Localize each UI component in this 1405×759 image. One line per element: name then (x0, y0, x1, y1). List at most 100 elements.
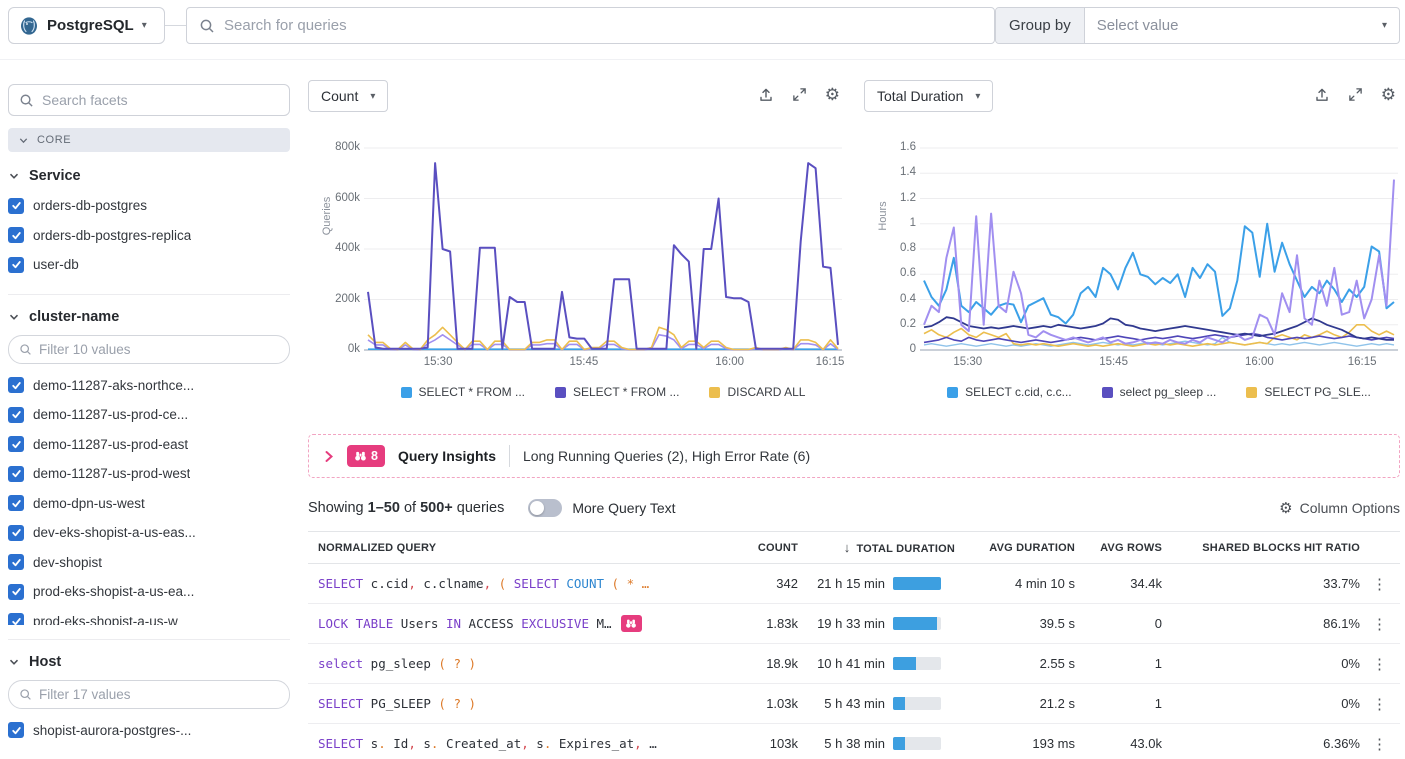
database-type-selector[interactable]: PostgreSQL ▾ (8, 7, 165, 44)
checkbox-checked[interactable] (8, 583, 24, 600)
facet-checkbox-item[interactable]: demo-11287-us-prod-east (8, 430, 290, 460)
checkbox-checked[interactable] (8, 465, 24, 482)
row-actions-kebab-icon[interactable]: ⋮ (1372, 575, 1388, 593)
facet-filter (8, 334, 290, 364)
facet-item-label: prod-eks-shopist-a-us-ea... (33, 584, 195, 600)
shared-blocks-hit-ratio-cell: 0% (1341, 696, 1360, 711)
table-row[interactable]: SELECT s. Id, s. Created_at, s. Expires_… (308, 724, 1400, 759)
checkbox-checked[interactable] (8, 613, 24, 625)
normalized-query-cell[interactable]: SELECT s. Id, s. Created_at, s. Expires_… (308, 736, 738, 751)
y-tick-label: 0.2 (900, 317, 916, 330)
query-insights-banner[interactable]: 8 Query Insights Long Running Queries (2… (308, 434, 1400, 478)
table-row[interactable]: LOCK TABLE Users IN ACCESS EXCLUSIVE M… 1… (308, 604, 1400, 644)
facet-checkbox-item[interactable]: orders-db-postgres (8, 191, 290, 221)
table-row[interactable]: SELECT c.cid, c.clname, ( SELECT COUNT (… (308, 564, 1400, 604)
total-duration-line-chart[interactable] (920, 136, 1398, 354)
facet-checkbox-item[interactable]: dev-eks-shopist-a-us-eas... (8, 518, 290, 548)
facet-checkbox-item[interactable]: prod-eks-shopist-a-us-w (8, 607, 290, 625)
checkbox-checked[interactable] (8, 377, 24, 394)
core-facet-group-header[interactable]: CORE (8, 128, 290, 152)
duration-bar (893, 697, 941, 710)
checkbox-checked[interactable] (8, 495, 24, 512)
checkbox-checked[interactable] (8, 436, 24, 453)
chevron-down-icon (19, 137, 28, 143)
facet-checkbox-item[interactable]: demo-11287-aks-northce... (8, 371, 290, 401)
fullscreen-icon[interactable] (1348, 87, 1363, 102)
facet-checkbox-item[interactable]: demo-11287-us-prod-west (8, 459, 290, 489)
checkbox-checked[interactable] (8, 722, 24, 739)
facet-section-header-host[interactable]: Host (8, 654, 290, 670)
checkbox-checked[interactable] (8, 554, 24, 571)
column-header-avg-rows[interactable]: AVG ROWS (1075, 542, 1162, 554)
metric-selector[interactable]: Total Duration ▾ (864, 80, 994, 112)
normalized-query-cell[interactable]: select pg_sleep ( ? ) (308, 656, 738, 671)
export-icon[interactable] (758, 87, 774, 103)
facet-filter-input[interactable] (39, 341, 279, 357)
facet-section-header-service[interactable]: Service (8, 168, 290, 184)
series-line (923, 316, 1394, 341)
facet-search-input[interactable] (42, 92, 279, 108)
total-duration-value: 21 h 15 min (817, 576, 885, 591)
legend-item[interactable]: SELECT * FROM ... (400, 385, 525, 399)
normalized-query-cell[interactable]: SELECT c.cid, c.clname, ( SELECT COUNT (… (308, 576, 738, 591)
facet-section-header-cluster-name[interactable]: cluster-name (8, 309, 290, 325)
count-cell: 1.83k (766, 616, 798, 631)
export-icon[interactable] (1314, 87, 1330, 103)
facet-checkbox-item[interactable]: user-db (8, 250, 290, 280)
legend-item[interactable]: select pg_sleep ... (1101, 385, 1216, 399)
table-row[interactable]: select pg_sleep ( ? ) 18.9k 10 h 41 min 2.5… (308, 644, 1400, 684)
more-query-text-toggle[interactable] (528, 499, 563, 517)
query-sql-text: SELECT s. Id, s. Created_at, s. Expires_… (318, 736, 657, 751)
total-duration-cell: 19 h 33 min (798, 616, 955, 631)
insights-title: Query Insights (397, 448, 496, 464)
check-icon (11, 499, 21, 507)
count-line-chart[interactable] (364, 136, 842, 354)
column-header-normalized-query[interactable]: NORMALIZED QUERY (308, 542, 738, 554)
legend-item[interactable]: DISCARD ALL (709, 385, 805, 399)
facet-item-label: demo-11287-us-prod-west (33, 466, 191, 482)
legend-item[interactable]: SELECT c.cid, c.c... (947, 385, 1072, 399)
y-tick-label: 0.6 (900, 267, 916, 280)
normalized-query-cell[interactable]: LOCK TABLE Users IN ACCESS EXCLUSIVE M… (308, 615, 738, 632)
facet-section-title: Service (29, 168, 81, 184)
facet-filter-input[interactable] (39, 686, 279, 702)
column-header-count[interactable]: COUNT (738, 542, 798, 554)
row-actions-kebab-icon[interactable]: ⋮ (1372, 655, 1388, 673)
column-header-avg-duration[interactable]: AVG DURATION (955, 542, 1075, 554)
facet-checkbox-item[interactable]: demo-11287-us-prod-ce... (8, 400, 290, 430)
gear-icon[interactable]: ⚙ (824, 85, 840, 104)
metric-selector[interactable]: Count ▾ (308, 80, 389, 112)
query-insight-flag[interactable] (620, 615, 642, 632)
facet-checkbox-item[interactable]: prod-eks-shopist-a-us-ea... (8, 577, 290, 607)
checkbox-checked[interactable] (8, 524, 24, 541)
legend-item[interactable]: SELECT * FROM ... (554, 385, 679, 399)
row-actions-kebab-icon[interactable]: ⋮ (1372, 615, 1388, 633)
column-header-total-duration[interactable]: ↓ TOTAL DURATION (798, 540, 955, 555)
column-options-button[interactable]: ⚙ Column Options (1279, 500, 1400, 516)
group-by-select[interactable]: Select value (1096, 17, 1179, 34)
legend-item[interactable]: SELECT PG_SLE... (1246, 385, 1371, 399)
checkbox-checked[interactable] (8, 256, 24, 273)
insights-count: 8 (371, 449, 378, 463)
fullscreen-icon[interactable] (792, 87, 807, 102)
facet-checkbox-item[interactable]: orders-db-postgres-replica (8, 221, 290, 251)
total-duration-cell: 5 h 43 min (798, 696, 955, 711)
table-row[interactable]: SELECT PG_SLEEP ( ? ) 1.03k 5 h 43 min 21.2… (308, 684, 1400, 724)
facet-item-label: demo-11287-us-prod-east (33, 436, 189, 452)
query-search-input[interactable] (224, 17, 982, 34)
checkbox-checked[interactable] (8, 197, 24, 214)
facet-checkbox-item[interactable]: dev-shopist (8, 548, 290, 578)
x-tick-label: 15:30 (953, 356, 983, 368)
gear-icon[interactable]: ⚙ (1380, 85, 1396, 104)
checkbox-checked[interactable] (8, 227, 24, 244)
facet-checkbox-item[interactable]: shopist-aurora-postgres-... (8, 716, 290, 746)
normalized-query-cell[interactable]: SELECT PG_SLEEP ( ? ) (308, 696, 738, 711)
column-header-shared-blocks-hit-ratio[interactable]: SHARED BLOCKS HIT RATIO (1162, 542, 1360, 554)
checkbox-checked[interactable] (8, 406, 24, 423)
query-sql-text: LOCK TABLE Users IN ACCESS EXCLUSIVE M… (318, 616, 612, 631)
duration-bar-fill (893, 737, 905, 750)
row-actions-kebab-icon[interactable]: ⋮ (1372, 735, 1388, 753)
row-actions-kebab-icon[interactable]: ⋮ (1372, 695, 1388, 713)
facet-checkbox-item[interactable]: demo-dpn-us-west (8, 489, 290, 519)
